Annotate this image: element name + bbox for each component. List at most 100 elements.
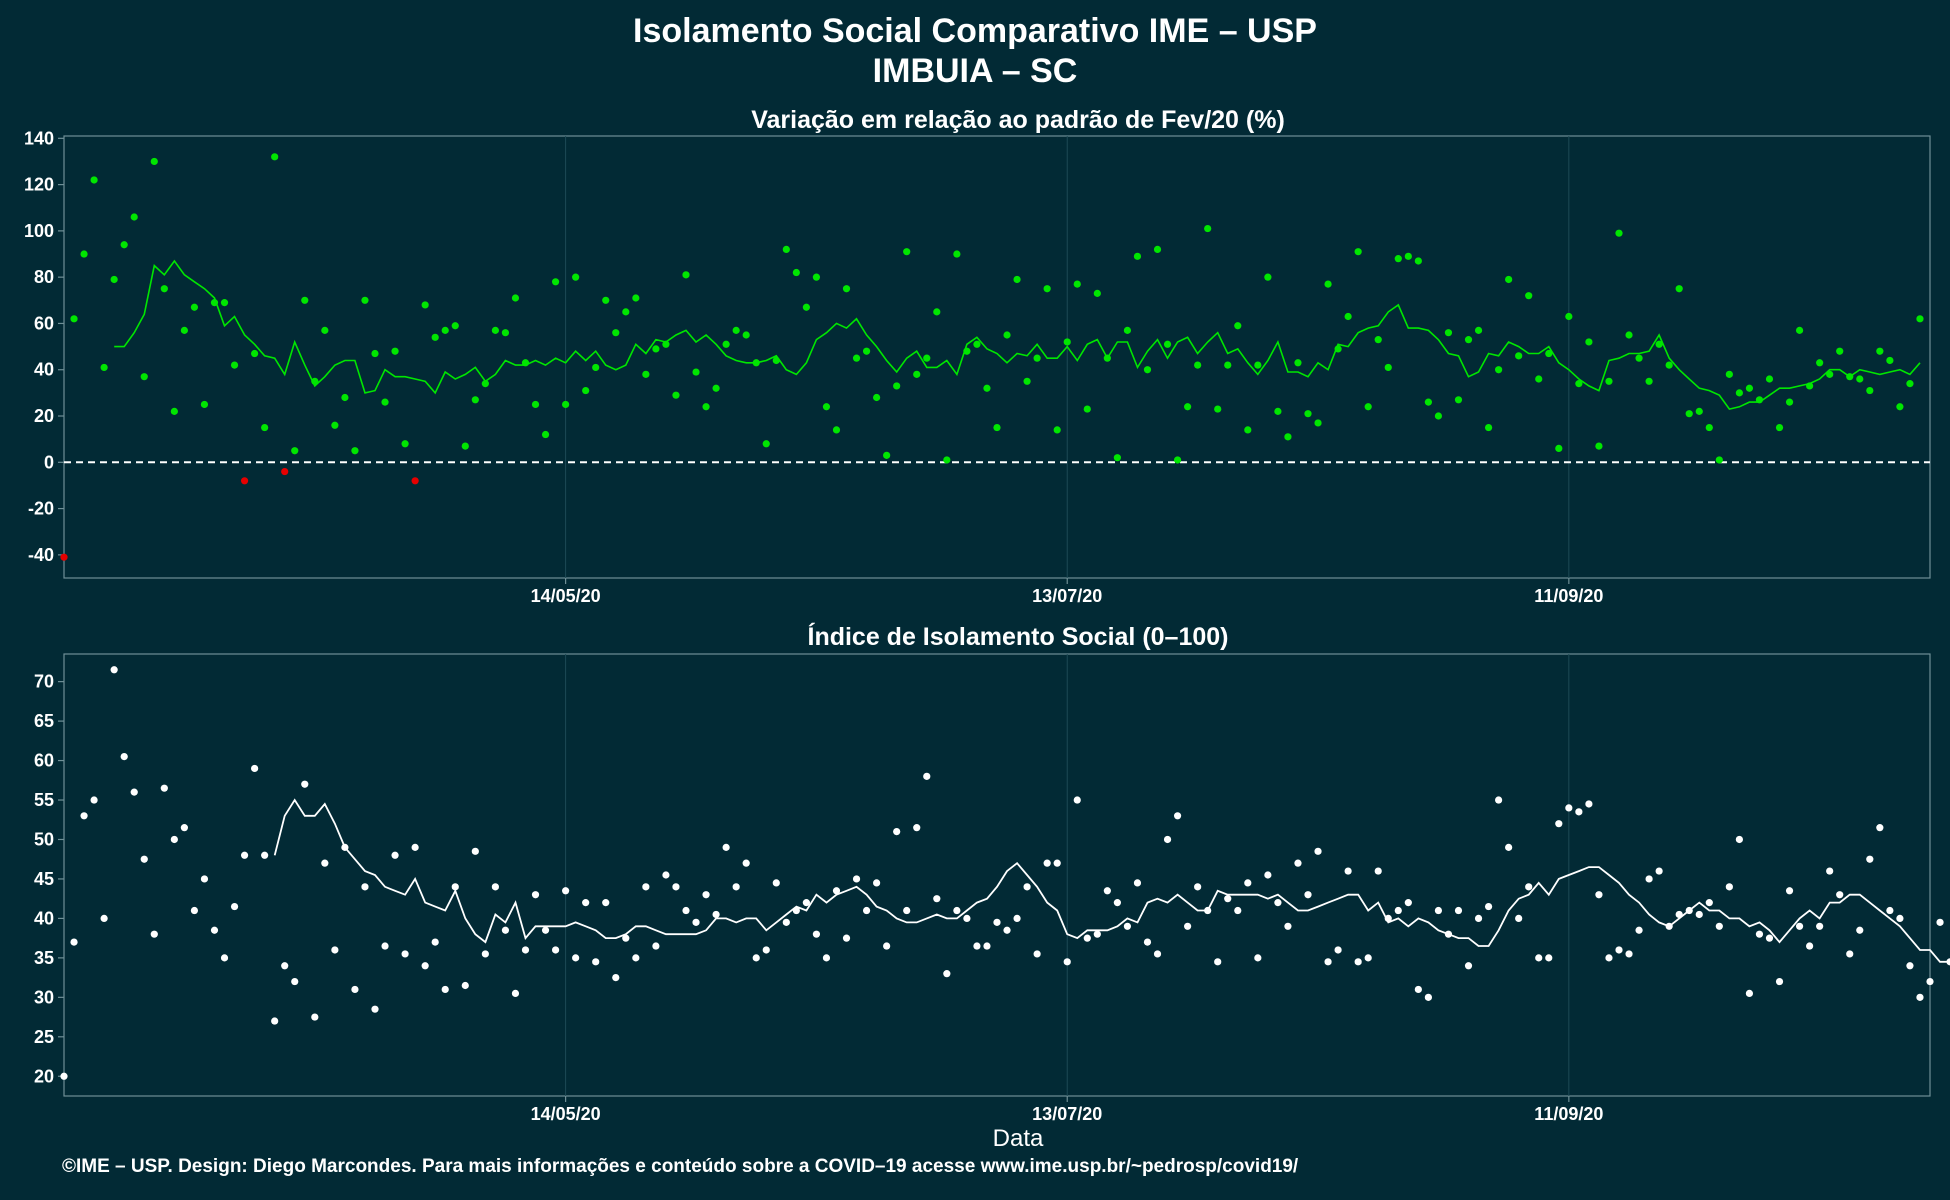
variation-data-point [1605,377,1613,385]
index-data-point [1033,950,1041,958]
variation-data-point [1103,354,1111,362]
variation-data-point [1775,423,1784,432]
variation-data-point [1364,403,1372,411]
variation-data-point [1665,361,1673,369]
index-data-point [1916,993,1924,1001]
variation-data-point [672,391,680,399]
variation-data-point [1304,410,1312,418]
index-data-point [150,930,158,938]
variation-data-point [160,285,168,293]
variation-data-point [802,303,810,311]
variation-data-point [973,340,981,348]
index-data-point [1173,812,1182,820]
variation-data-point [351,447,359,455]
index-data-point [1264,871,1272,879]
variation-data-point [90,176,98,184]
variation-data-point [1254,361,1262,369]
variation-data-point [140,373,148,381]
variation-data-point [1224,361,1232,369]
index-data-point [1103,887,1111,895]
index-data-point [481,950,489,958]
variation-data-point [391,347,399,355]
index-data-point [391,851,399,859]
index-data-point [1113,899,1121,907]
index-data-point [772,879,780,887]
variation-data-point [1354,248,1362,256]
variation-data-point [622,308,630,316]
variation-data-point [1204,224,1212,233]
index-data-point [1294,859,1302,867]
variation-y-tick-label: 40 [34,360,54,380]
variation-data-point [1585,338,1593,346]
index-data-point [682,906,690,915]
index-data-point [361,883,369,891]
index-moving-average-line [273,798,1950,963]
index-data-point [1244,879,1252,887]
index-data-point [1224,895,1232,903]
index-data-point [953,906,961,915]
variation-data-point [401,440,409,448]
variation-data-point [1856,375,1864,383]
variation-data-point [551,278,560,286]
index-data-point [1705,899,1713,907]
variation-data-point [1916,315,1924,323]
variation-data-point [311,377,319,385]
index-data-point [983,942,991,950]
variation-data-point [1525,292,1533,300]
index-x-tick-label: 14/05/20 [531,1104,601,1124]
index-data-point [1795,922,1804,930]
variation-data-point [491,326,499,334]
index-data-point [1906,962,1914,970]
index-data-point [862,906,871,915]
variation-y-tick-label: 120 [24,175,54,195]
variation-data-point [1866,386,1874,395]
variation-data-point [842,285,851,293]
index-data-point [1515,914,1523,923]
index-data-point [311,1013,319,1021]
variation-data-point [1123,326,1132,334]
variation-data-point [1575,380,1583,388]
variation-y-tick-label: -40 [28,545,54,565]
variation-data-point [1695,407,1703,415]
index-y-tick-label: 25 [34,1027,54,1047]
index-data-point [451,883,459,891]
variation-data-point [1816,359,1824,367]
index-data-point [802,899,810,907]
index-data-point [1053,859,1061,867]
panel-isolation-index: 14/05/20 13/07/20 11/09/20 20 25 30 35 40 45 50 55… [34,622,1950,1152]
variation-data-point [692,368,700,376]
variation-data-point [441,326,449,334]
variation-data-point [1454,396,1463,404]
variation-y-tick-label: 60 [34,313,54,333]
variation-data-point [1474,326,1483,334]
variation-data-point [1685,410,1693,418]
variation-data-point [943,456,951,464]
index-data-point [381,942,389,950]
variation-y-tick-label: -20 [28,499,54,519]
variation-data-point [1876,347,1884,355]
variation-data-point [712,384,720,392]
index-data-point [1073,796,1081,804]
index-data-point [1424,993,1432,1001]
index-y-tick-label: 30 [34,987,54,1007]
index-data-point [1434,906,1443,915]
index-data-point [1214,958,1222,966]
index-data-point [1645,875,1653,883]
index-data-point [210,926,219,934]
variation-data-point [80,250,88,258]
index-data-point [421,962,429,970]
variation-data-point [200,400,209,409]
variation-data-point [1394,255,1402,263]
variation-data-point [411,477,419,485]
variation-x-tick-label: 11/09/20 [1534,586,1603,606]
variation-data-point [1655,340,1663,348]
panel-variation: 14/05/20 13/07/20 11/09/20 -40 -20 0 20 40 60 80 1… [24,106,1931,606]
index-data-point [592,958,600,966]
variation-data-point [1314,419,1322,427]
index-data-point [1133,879,1142,887]
variation-data-point [1334,345,1342,353]
index-data-point [130,788,138,796]
variation-data-point [70,315,78,323]
variation-data-point [953,250,961,258]
variation-data-point [1635,354,1643,362]
